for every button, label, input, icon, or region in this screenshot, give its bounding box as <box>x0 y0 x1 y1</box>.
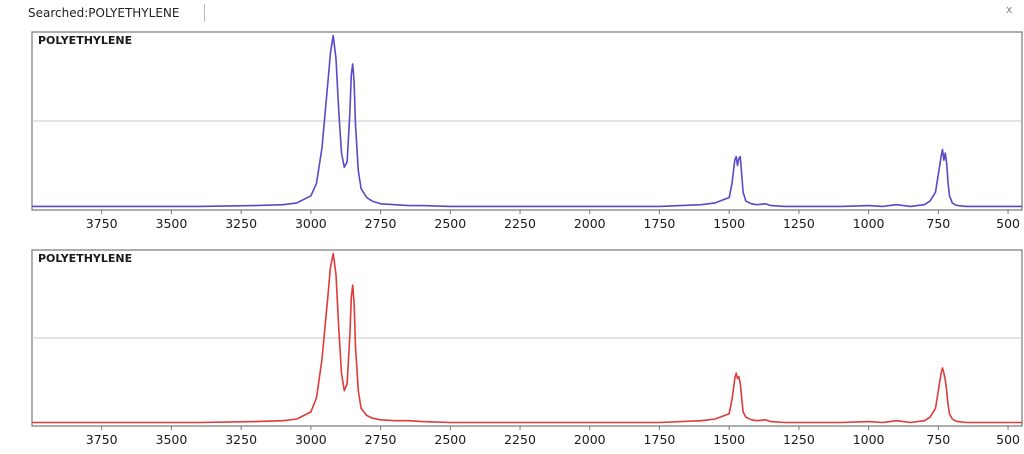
x-tick-label: 3500 <box>156 216 188 231</box>
x-tick-label: 3000 <box>295 432 327 447</box>
spectrum-panel-top: 3750 3500 3250 3000 2750 2500 2250 2000 1750 1500… <box>31 31 1023 231</box>
x-tick-label: 2500 <box>434 432 466 447</box>
x-tick-label: 1000 <box>853 432 885 447</box>
x-tick-label: 750 <box>926 432 950 447</box>
x-tick-label: 2750 <box>365 216 397 231</box>
x-tick-label: 3500 <box>156 432 188 447</box>
x-tick-label: 3750 <box>86 432 118 447</box>
x-tick-label: 1750 <box>644 216 676 231</box>
x-tick-label: 3250 <box>225 432 257 447</box>
panel-title: POLYETHYLENE <box>38 252 132 265</box>
x-tick-label: 2500 <box>434 216 466 231</box>
search-header: Searched:POLYETHYLENE x <box>0 0 1024 28</box>
spectrum-line <box>32 252 1022 424</box>
x-tick-label: 2250 <box>504 432 536 447</box>
spectrum-panel-bottom: 3750 3500 3250 3000 2750 2500 2250 2000 1750 1500… <box>31 249 1023 447</box>
x-tick-label: 500 <box>996 216 1020 231</box>
x-tick-label: 1000 <box>853 216 885 231</box>
x-tick-label: 1250 <box>783 216 815 231</box>
x-tick-label: 2750 <box>365 432 397 447</box>
x-tick-label: 500 <box>996 432 1020 447</box>
x-tick-label: 1250 <box>783 432 815 447</box>
x-tick-label: 3750 <box>86 216 118 231</box>
x-tick-label: 1500 <box>713 432 745 447</box>
x-tick-label: 2000 <box>574 432 606 447</box>
x-tick-label: 1500 <box>713 216 745 231</box>
x-tick-label: 3000 <box>295 216 327 231</box>
x-tick-label: 3250 <box>225 216 257 231</box>
x-tick-label: 2000 <box>574 216 606 231</box>
panel-title: POLYETHYLENE <box>38 34 132 47</box>
search-title: Searched:POLYETHYLENE <box>28 6 180 20</box>
x-tick-label: 2250 <box>504 216 536 231</box>
close-icon[interactable]: x <box>1006 3 1013 16</box>
x-tick-label: 750 <box>926 216 950 231</box>
spectrum-line <box>32 34 1022 208</box>
header-divider <box>204 4 205 22</box>
x-tick-label: 1750 <box>644 432 676 447</box>
